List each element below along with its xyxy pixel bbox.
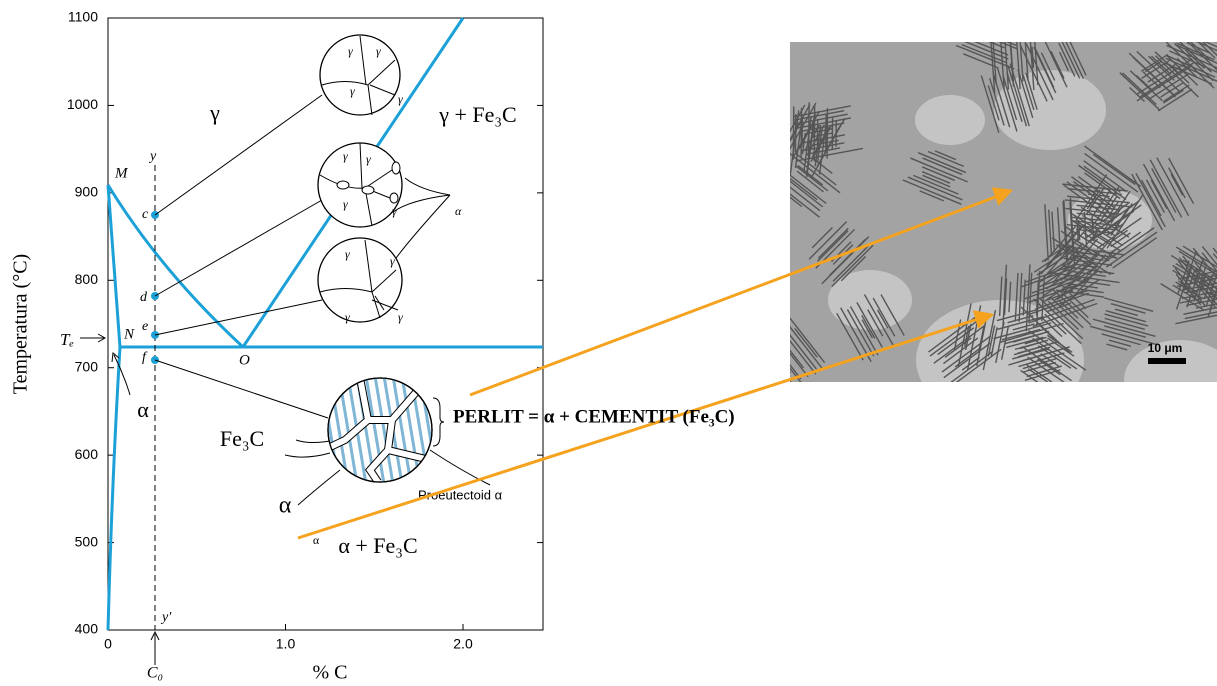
point-label: f [142, 350, 148, 365]
lamella [979, 25, 1009, 37]
gamma-grain-label: γ [392, 204, 397, 218]
lamella [774, 352, 790, 373]
gamma-grain-label: γ [390, 254, 395, 268]
phase-label: α [279, 493, 292, 519]
ferrite-patch [915, 95, 985, 145]
gamma-grain-label: γ [343, 149, 348, 163]
y-tick-label: 1100 [68, 9, 98, 25]
pearlite-label: PERLIT = α + CEMENTIT (Fe₃C) [453, 406, 735, 427]
lamella [1193, 32, 1216, 42]
gamma-grain-label: γ [366, 152, 371, 166]
micro-3 [318, 238, 402, 322]
lamella [984, 19, 1008, 29]
y-tick-label: 500 [75, 533, 99, 549]
x-axis-label: % C [313, 662, 348, 684]
y-label: y [148, 149, 157, 164]
page: {"axes":{"y_label":"Temperatura (°C)","x… [0, 0, 1217, 686]
y-tick-label: 700 [75, 358, 99, 374]
c0-label: C₀ [147, 665, 163, 682]
y-tick-label: 1000 [67, 96, 98, 112]
gamma-grain-label: γ [398, 92, 403, 106]
gamma-alpha-boundary [108, 185, 243, 347]
scale-bar-label: 10 μm [1148, 341, 1183, 355]
x-tick-label: 2.0 [453, 636, 473, 652]
lamella [266, 370, 286, 490]
lamella [781, 129, 784, 154]
lamella [275, 370, 295, 490]
phase-label: α + Fe₃C [338, 533, 417, 558]
gamma-grain-label: γ [343, 197, 348, 211]
x-tick-label: 1.0 [276, 636, 296, 652]
alpha-boundary [108, 185, 120, 347]
lamella [985, 16, 1006, 25]
phase-label: γ + Fe₃C [438, 102, 516, 127]
n-label: N [123, 326, 135, 342]
diagram: 1100 1000 900 800 700 600 500 400 0 1.0 2.0 Temper… [0, 0, 1217, 686]
gamma-grain-label: γ [348, 44, 353, 58]
o-label: O [239, 352, 250, 368]
micro-1 [320, 35, 400, 115]
te-arrow [80, 334, 105, 342]
lamella [777, 131, 780, 151]
lamella [809, 102, 810, 164]
y-prime-label: y′ [160, 610, 172, 625]
gamma-grain-label: γ [350, 84, 355, 98]
n-arrow [112, 353, 130, 395]
m-label: M [114, 165, 129, 181]
alpha-solvus [108, 347, 120, 630]
phase-label: α [137, 397, 149, 422]
y-tick-label: 400 [75, 621, 99, 637]
gamma-grain-label: γ [398, 310, 403, 324]
lamella [785, 129, 788, 156]
phase-label: Fe₃C [220, 426, 264, 451]
alpha-grain-label: α [455, 204, 462, 218]
point-label: d [140, 290, 148, 305]
phase-label: α [313, 533, 320, 547]
y-axis-label: Temperatura (°C) [10, 254, 32, 394]
gamma-grain-label: γ [345, 247, 350, 261]
phase-label: γ [209, 100, 220, 125]
te-label: Tₑ [60, 330, 74, 349]
lamella [976, 20, 1011, 34]
y-tick-label: 600 [75, 446, 99, 462]
micro-pearlite [248, 370, 457, 490]
brace [433, 398, 444, 446]
lamella [302, 370, 322, 490]
gamma-grain-label: γ [345, 310, 350, 324]
lamella [284, 370, 304, 490]
point-label: c [142, 207, 149, 222]
y-tick-label: 900 [75, 184, 99, 200]
y-tick-label: 800 [75, 271, 99, 287]
point-label: e [142, 319, 148, 334]
x-tick-label: 0 [104, 636, 112, 652]
micro-2 [318, 143, 402, 227]
scale-bar [1148, 358, 1186, 364]
gamma-grain-label: γ [376, 44, 381, 58]
lamella [293, 370, 313, 490]
